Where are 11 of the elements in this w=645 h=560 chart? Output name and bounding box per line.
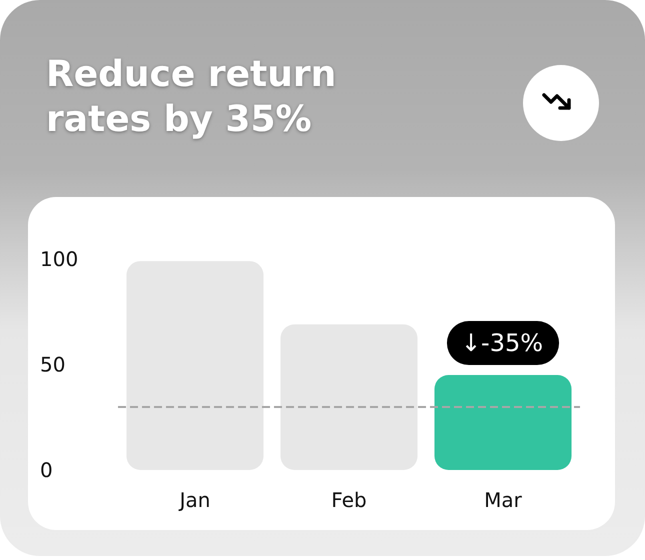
y-tick-label: 0 (40, 458, 53, 482)
x-tick-label: Mar (484, 488, 523, 512)
bar (280, 324, 418, 470)
bar (434, 375, 572, 470)
x-tick-label: Feb (331, 488, 367, 512)
annotation: ↓-35% (460, 329, 544, 358)
y-tick-label: 100 (40, 247, 78, 271)
x-tick-label: Jan (178, 488, 210, 512)
bar (126, 261, 264, 470)
y-tick-label: 50 (40, 352, 66, 376)
chart-title: Reduce return rates by 35% (46, 53, 338, 142)
